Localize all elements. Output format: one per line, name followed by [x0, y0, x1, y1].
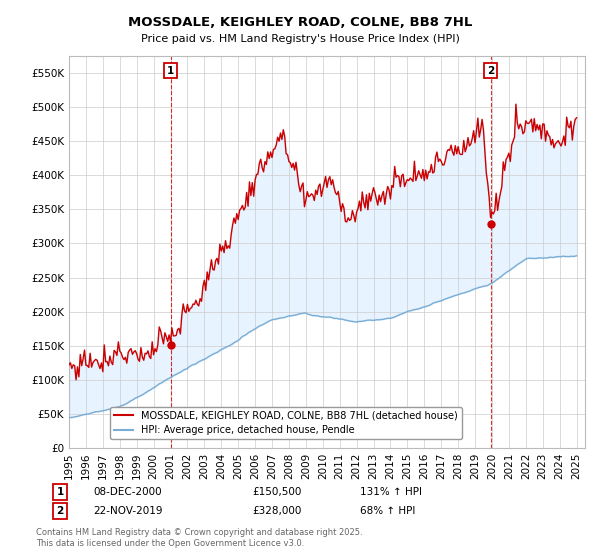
Text: Price paid vs. HM Land Registry's House Price Index (HPI): Price paid vs. HM Land Registry's House …	[140, 34, 460, 44]
Text: MOSSDALE, KEIGHLEY ROAD, COLNE, BB8 7HL: MOSSDALE, KEIGHLEY ROAD, COLNE, BB8 7HL	[128, 16, 472, 29]
Text: 1: 1	[56, 487, 64, 497]
Text: Contains HM Land Registry data © Crown copyright and database right 2025.
This d: Contains HM Land Registry data © Crown c…	[36, 528, 362, 548]
Text: 68% ↑ HPI: 68% ↑ HPI	[360, 506, 415, 516]
Text: 1: 1	[167, 66, 174, 76]
Text: 131% ↑ HPI: 131% ↑ HPI	[360, 487, 422, 497]
Text: 08-DEC-2000: 08-DEC-2000	[93, 487, 161, 497]
Text: 2: 2	[487, 66, 494, 76]
Text: £328,000: £328,000	[252, 506, 301, 516]
Text: 2: 2	[56, 506, 64, 516]
Legend: MOSSDALE, KEIGHLEY ROAD, COLNE, BB8 7HL (detached house), HPI: Average price, de: MOSSDALE, KEIGHLEY ROAD, COLNE, BB8 7HL …	[110, 407, 461, 439]
Text: £150,500: £150,500	[252, 487, 301, 497]
Text: 22-NOV-2019: 22-NOV-2019	[93, 506, 163, 516]
